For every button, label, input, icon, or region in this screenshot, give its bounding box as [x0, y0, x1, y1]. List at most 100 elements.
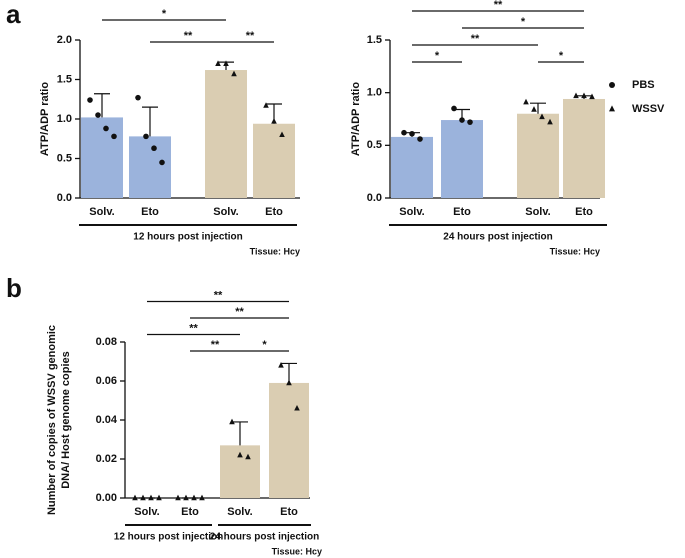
point — [229, 418, 235, 425]
tissue-note: Tissue: Hcy — [272, 546, 322, 556]
point — [87, 97, 93, 103]
x-tick-label: Solv. — [134, 506, 159, 518]
legend-marker — [609, 82, 615, 88]
y-tick-label: 0.08 — [96, 336, 117, 348]
point — [215, 60, 221, 66]
point — [223, 60, 229, 66]
group-label: 12 hours post injection — [133, 232, 242, 243]
point — [417, 136, 423, 142]
x-tick-label: Eto — [265, 206, 283, 218]
y-tick-label: 0.5 — [57, 152, 72, 164]
y-axis-label: ATP/ADP ratio — [350, 82, 362, 156]
y-tick-label: 1.5 — [367, 34, 382, 46]
significance-label: ** — [184, 30, 193, 42]
bar — [269, 382, 309, 498]
significance-label: ** — [246, 30, 255, 42]
x-tick-label: Eto — [280, 506, 298, 518]
point — [547, 118, 553, 125]
point — [271, 118, 277, 124]
point — [95, 112, 101, 118]
significance-label: * — [262, 339, 267, 351]
point — [151, 145, 157, 152]
point — [294, 404, 300, 411]
point — [531, 106, 537, 112]
point — [237, 451, 243, 458]
y-tick-label: 0.00 — [96, 492, 117, 504]
x-tick-label: Solv. — [525, 206, 550, 218]
significance-label: * — [559, 50, 564, 62]
point — [175, 494, 181, 501]
y-axis-label: Number of copies of WSSV genomic — [46, 325, 58, 515]
point — [231, 70, 237, 77]
significance-label: * — [435, 50, 440, 62]
x-tick-label: Solv. — [89, 206, 114, 218]
y-tick-label: 0.5 — [367, 139, 382, 151]
y-tick-label: 0.04 — [96, 414, 118, 426]
legend-label: WSSV — [632, 103, 665, 115]
error-bar — [530, 102, 546, 114]
y-tick-label: 0.0 — [367, 192, 382, 204]
significance-label: ** — [235, 306, 244, 318]
point — [409, 130, 415, 137]
significance-label: ** — [214, 289, 223, 301]
bar — [441, 120, 483, 198]
point — [103, 125, 109, 132]
point — [159, 159, 165, 166]
point — [132, 494, 138, 501]
x-tick-label: Solv. — [399, 206, 424, 218]
point — [245, 453, 251, 460]
bar — [517, 113, 559, 198]
point — [148, 494, 154, 501]
x-tick-label: Eto — [453, 206, 471, 218]
significance-label: ** — [494, 0, 503, 11]
point — [199, 494, 205, 501]
significance-label: ** — [189, 322, 198, 334]
bar — [205, 70, 247, 198]
x-tick-label: Eto — [141, 206, 159, 218]
legend-marker — [609, 105, 615, 112]
group-label: 24 hours post injection — [443, 232, 552, 243]
point — [191, 494, 197, 501]
point — [401, 129, 407, 136]
point — [279, 131, 285, 138]
point — [135, 94, 141, 101]
panel-label: a — [6, 0, 21, 29]
point — [143, 133, 149, 140]
x-tick-label: Eto — [181, 506, 199, 518]
point — [278, 362, 284, 368]
x-tick-label: Solv. — [227, 506, 252, 518]
y-tick-label: 1.0 — [57, 113, 72, 125]
bar — [391, 136, 433, 198]
tissue-note: Tissue: Hcy — [550, 246, 600, 256]
error-bar — [232, 421, 248, 446]
point — [156, 494, 162, 501]
significance-label: * — [162, 8, 167, 20]
x-tick-label: Eto — [575, 206, 593, 218]
panel-label: b — [6, 273, 22, 303]
point — [459, 117, 465, 123]
point — [467, 119, 473, 125]
bar — [129, 136, 171, 198]
group-label: 24 hours post injection — [210, 532, 319, 543]
error-bar — [94, 93, 110, 118]
point — [140, 494, 146, 501]
significance-label: * — [521, 16, 526, 28]
y-tick-label: 1.5 — [57, 73, 72, 85]
group-label: 12 hours post injection — [114, 532, 223, 543]
point — [111, 133, 117, 140]
point — [539, 113, 545, 120]
y-tick-label: 2.0 — [57, 34, 72, 46]
bar — [563, 98, 605, 198]
point — [286, 379, 292, 386]
error-bar — [142, 106, 158, 137]
x-tick-label: Solv. — [213, 206, 238, 218]
y-tick-label: 0.02 — [96, 453, 117, 465]
point — [581, 92, 587, 99]
y-axis-label: ATP/ADP ratio — [39, 82, 51, 156]
point — [451, 105, 457, 112]
point — [573, 92, 579, 99]
y-axis-label: DNA/ Host genome copies — [60, 351, 72, 489]
point — [589, 93, 595, 100]
y-tick-label: 1.0 — [367, 87, 382, 99]
